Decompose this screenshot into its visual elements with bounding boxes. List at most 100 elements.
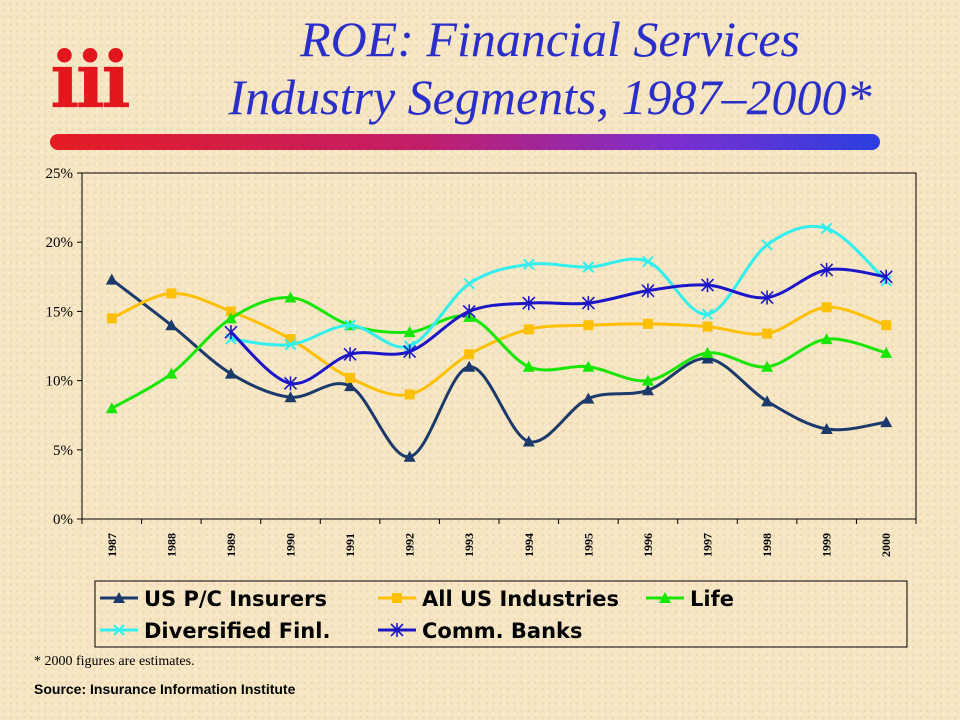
data-point-us-p-c-insurers: [344, 380, 357, 392]
legend-swatch-marker: [113, 592, 125, 603]
data-point-us-p-c-insurers: [820, 423, 833, 435]
plot-area: [81, 172, 917, 520]
x-tick-label: 1997: [701, 533, 715, 557]
data-point-us-p-c-insurers: [284, 391, 297, 403]
data-point-us-p-c-insurers: [880, 416, 893, 428]
x-tick-label: 1987: [105, 533, 119, 557]
legend-box: [94, 580, 908, 648]
y-tick-label: 25%: [46, 166, 74, 182]
data-point-diversified-finl: [761, 239, 773, 251]
x-tick-label: 1996: [641, 533, 655, 557]
data-point-diversified-finl: [642, 255, 654, 268]
data-point-all-us-industries: [642, 318, 653, 329]
data-point-us-p-c-insurers: [224, 367, 237, 379]
data-point-all-us-industries: [285, 334, 296, 345]
legend-entry: Diversified Finl.: [100, 619, 330, 643]
legend-entry: Comm. Banks: [378, 619, 582, 643]
data-point-us-p-c-insurers: [403, 450, 416, 462]
data-point-us-p-c-insurers: [522, 435, 535, 447]
title-line-2: Industry Segments, 1987–2000*: [228, 69, 872, 125]
data-point-all-us-industries: [702, 321, 713, 332]
data-point-comm-banks: [462, 304, 476, 319]
data-point-comm-banks: [343, 347, 357, 362]
x-tick-label: 1995: [581, 533, 595, 557]
data-point-all-us-industries: [881, 320, 892, 331]
legend-label: Comm. Banks: [422, 619, 582, 643]
x-tick-label: 2000: [879, 533, 893, 557]
data-point-all-us-industries: [404, 389, 415, 400]
x-tick-label: 1994: [522, 533, 536, 557]
data-point-life: [403, 326, 416, 338]
legend-label: Life: [690, 587, 734, 611]
legend-label: US P/C Insurers: [144, 587, 327, 611]
data-point-diversified-finl: [701, 308, 714, 320]
data-point-us-p-c-insurers: [761, 395, 774, 407]
data-point-diversified-finl: [523, 258, 535, 271]
data-point-life: [284, 291, 297, 303]
data-point-all-us-industries: [523, 324, 534, 335]
data-point-all-us-industries: [464, 349, 475, 360]
data-point-all-us-industries: [583, 320, 594, 331]
legend-label: Diversified Finl.: [144, 619, 330, 643]
title-line-1: ROE: Financial Services: [300, 11, 800, 67]
data-point-diversified-finl: [820, 222, 833, 235]
x-tick-label: 1998: [760, 533, 774, 557]
data-point-comm-banks: [879, 269, 893, 284]
data-point-diversified-finl: [284, 338, 297, 351]
x-tick-label: 1993: [462, 533, 476, 557]
data-point-life: [761, 360, 774, 372]
data-point-comm-banks: [224, 325, 238, 340]
y-tick-label: 10%: [46, 374, 74, 390]
x-tick-label: 1992: [403, 533, 417, 557]
data-point-all-us-industries: [106, 313, 117, 324]
legend: US P/C Insurers All US Industries Life Dive…: [100, 587, 734, 643]
data-point-diversified-finl: [344, 319, 356, 331]
data-point-all-us-industries: [225, 306, 236, 317]
legend-swatch-marker: [659, 592, 671, 603]
y-axis: 0% 5% 10% 15% 20% 25%: [46, 166, 82, 528]
x-tick-label: 1990: [284, 533, 298, 557]
data-point-life: [641, 374, 654, 386]
data-point-all-us-industries: [345, 372, 356, 383]
x-tick-label: 1999: [820, 533, 834, 557]
data-point-life: [224, 312, 237, 324]
data-point-comm-banks: [522, 296, 536, 311]
legend-swatch-marker: [113, 624, 125, 636]
data-point-life: [701, 346, 714, 358]
data-point-us-p-c-insurers: [582, 392, 595, 404]
data-point-comm-banks: [581, 296, 595, 311]
data-point-life: [880, 346, 893, 358]
data-point-diversified-finl: [582, 261, 595, 273]
data-point-comm-banks: [283, 376, 298, 391]
title-underline-bar: [50, 134, 880, 150]
x-tick-label: 1989: [224, 533, 238, 557]
slide-title: ROE: Financial Services Industry Segment…: [150, 10, 950, 126]
legend-swatch-marker: [390, 623, 404, 637]
x-tick-label: 1988: [164, 533, 178, 557]
data-point-life: [820, 333, 833, 345]
footnote: * 2000 figures are estimates.: [34, 654, 195, 669]
y-tick-label: 5%: [53, 443, 73, 459]
series-line-us-p-c-insurers: [110, 278, 887, 459]
y-tick-label: 15%: [46, 304, 74, 320]
data-point-life: [582, 360, 595, 372]
data-point-all-us-industries: [821, 302, 832, 313]
data-point-comm-banks: [700, 278, 715, 293]
legend-entry: Life: [646, 587, 734, 611]
x-tick-label: 1991: [343, 533, 357, 557]
legend-entry: US P/C Insurers: [100, 587, 327, 611]
data-point-life: [522, 360, 535, 372]
data-point-all-us-industries: [166, 288, 177, 299]
data-point-us-p-c-insurers: [701, 352, 714, 364]
data-point-life: [105, 402, 118, 414]
data-point-us-p-c-insurers: [463, 360, 476, 372]
data-point-comm-banks: [641, 283, 655, 298]
data-point-all-us-industries: [762, 328, 773, 339]
series-line-diversified-finl: [230, 224, 888, 349]
source-note: Source: Insurance Information Institute: [34, 681, 296, 697]
data-point-diversified-finl: [463, 278, 475, 290]
data-point-comm-banks: [820, 262, 834, 277]
data-point-comm-banks: [760, 290, 774, 305]
y-tick-label: 0%: [53, 512, 73, 528]
x-axis: 1987 1988 1989 1990 1991 1992 1993 1994 1995 1996…: [81, 519, 917, 557]
